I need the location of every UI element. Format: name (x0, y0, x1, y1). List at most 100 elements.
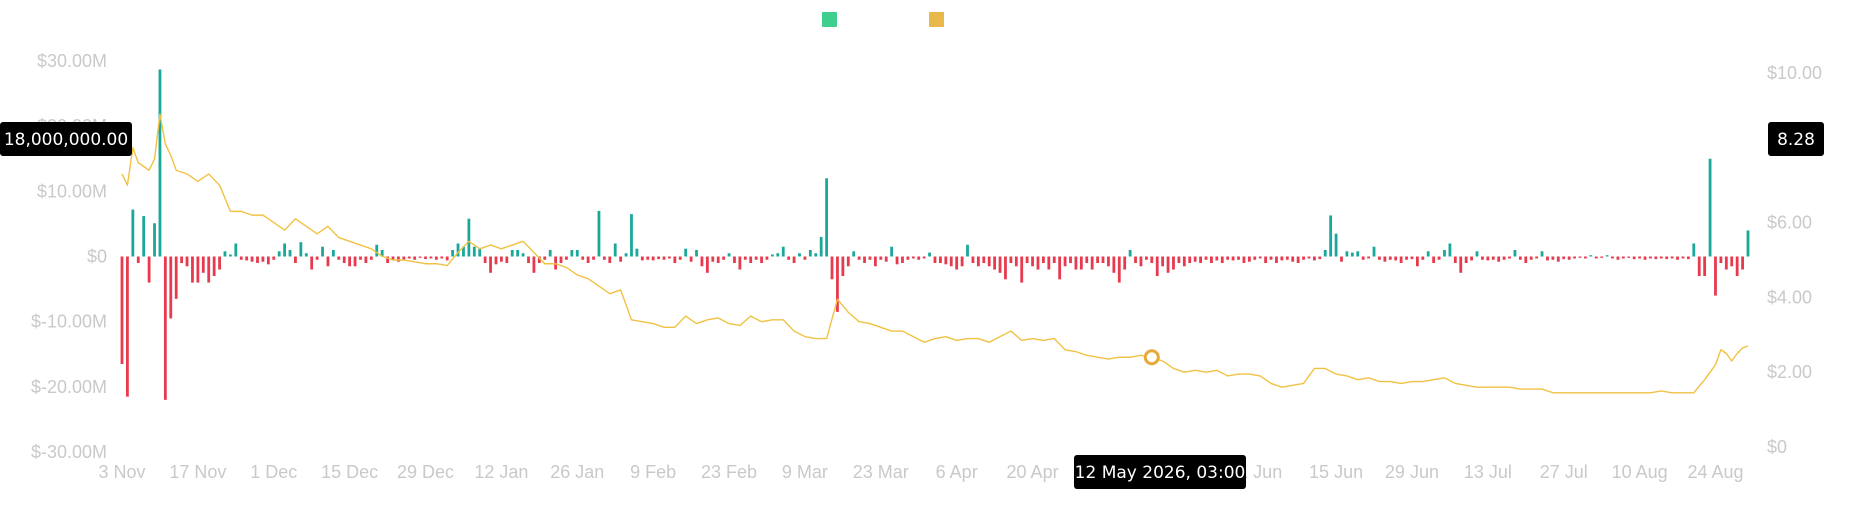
outflow-bar (1681, 256, 1685, 259)
outflow-bar (1730, 256, 1734, 267)
inflow-bar (819, 236, 823, 257)
outflow-bar (261, 256, 265, 262)
outflow-bar (1508, 256, 1511, 259)
outflow-bar (955, 256, 959, 270)
outflow-bar (1117, 256, 1121, 283)
outflow-bar (1437, 256, 1441, 260)
outflow-bar (933, 256, 937, 264)
outflow-bar (754, 256, 758, 260)
outflow-bar (440, 256, 444, 259)
outflow-bar (1052, 256, 1056, 264)
outflow-bar (1594, 256, 1598, 259)
right-tick-label: $0 (1767, 437, 1787, 457)
outflow-bar (532, 256, 536, 273)
outflow-bar (749, 256, 753, 264)
left-value-label: 18,000,000.00 (4, 130, 128, 150)
inflow-bar (467, 218, 471, 257)
outflow-bar (1464, 256, 1468, 264)
outflow-bar (359, 256, 362, 260)
outflow-bar (1177, 256, 1181, 264)
outflow-bar (554, 256, 557, 270)
outflow-bar (1134, 256, 1137, 264)
x-tick-label: 29 Jun (1385, 462, 1439, 482)
outflow-bar (174, 256, 178, 299)
outflow-bar (1139, 256, 1143, 267)
x-tick-label: 29 Dec (397, 462, 454, 482)
x-tick-label: 23 Feb (701, 462, 757, 482)
inflow-bar (472, 246, 476, 257)
outflow-bar (1085, 256, 1089, 264)
outflow-bar (705, 256, 709, 273)
outflow-bar (1269, 256, 1273, 260)
outflow-bar (1047, 256, 1051, 270)
outflow-bar (1193, 256, 1197, 262)
outflow-bar (185, 256, 189, 267)
outflow-bar (250, 256, 254, 262)
inflow-bar (304, 253, 308, 257)
right-tick-label: $2.00 (1767, 362, 1812, 382)
outflow-bar (1101, 256, 1105, 264)
left-tick-label: $10.00M (37, 181, 107, 201)
price-line-group (121, 113, 1749, 394)
outflow-bar (505, 256, 509, 264)
x-tick-label: 27 Jul (1540, 462, 1588, 482)
outflow-bar (1020, 256, 1024, 283)
inflow-bar (613, 243, 617, 257)
inflow-bar (375, 244, 379, 257)
outflow-bar (207, 256, 211, 283)
outflow-bar (1150, 256, 1154, 264)
outflow-bar (397, 256, 400, 262)
outflow-bar (1318, 256, 1322, 260)
inflow-bar (510, 249, 514, 257)
outflow-bar (1036, 256, 1040, 270)
inflow-bar (684, 248, 688, 257)
x-tick-label: 26 Jan (550, 462, 604, 482)
inflow-bar (1334, 233, 1338, 257)
inflow-bar (776, 253, 780, 257)
outflow-bar (1394, 256, 1398, 261)
outflow-bar (353, 256, 357, 267)
left-tick-label: $-20.00M (31, 377, 107, 397)
date-tooltip: 12 May 2026, 03:00 (1074, 455, 1246, 489)
highlight-point-marker (1143, 349, 1160, 366)
inflow-bar (1589, 255, 1593, 257)
x-tick-label: 12 Jan (474, 462, 528, 482)
outflow-bar (873, 256, 877, 267)
outflow-bar (1188, 256, 1192, 264)
x-tick-label: 15 Dec (321, 462, 378, 482)
outflow-bar (136, 256, 140, 264)
outflow-bar (1643, 256, 1647, 260)
inflow-bar (1605, 255, 1609, 257)
legend-swatch-1 (929, 12, 944, 27)
outflow-bar (391, 256, 395, 260)
outflow-bar (1659, 256, 1663, 259)
inflow-bar (1746, 230, 1750, 257)
outflow-bar (1367, 256, 1370, 259)
outflow-bar (998, 256, 1002, 273)
left-tick-label: $30.00M (37, 51, 107, 71)
inflow-bar (223, 251, 227, 257)
outflow-bar (413, 256, 417, 260)
left-tick-label: $0 (87, 247, 107, 267)
inflow-bar (597, 210, 601, 257)
outflow-bar (668, 256, 671, 259)
outflow-bar (1285, 256, 1289, 260)
outflow-bar (310, 256, 314, 270)
outflow-bar (586, 256, 590, 264)
outflow-bar (895, 256, 899, 265)
outflow-bar (191, 256, 194, 283)
outflow-bar (1313, 256, 1316, 261)
inflow-bar (1323, 249, 1327, 257)
outflow-bar (1491, 256, 1495, 260)
outflow-bar (1079, 256, 1083, 270)
outflow-bar (1686, 256, 1690, 260)
x-tick-label: 9 Mar (782, 462, 828, 482)
outflow-bar (1562, 256, 1566, 260)
outflow-bar (326, 256, 330, 267)
inflow-bar (521, 253, 525, 257)
outflow-bar (1415, 256, 1419, 267)
outflow-bar (868, 256, 872, 260)
inflow-bar (456, 243, 460, 257)
